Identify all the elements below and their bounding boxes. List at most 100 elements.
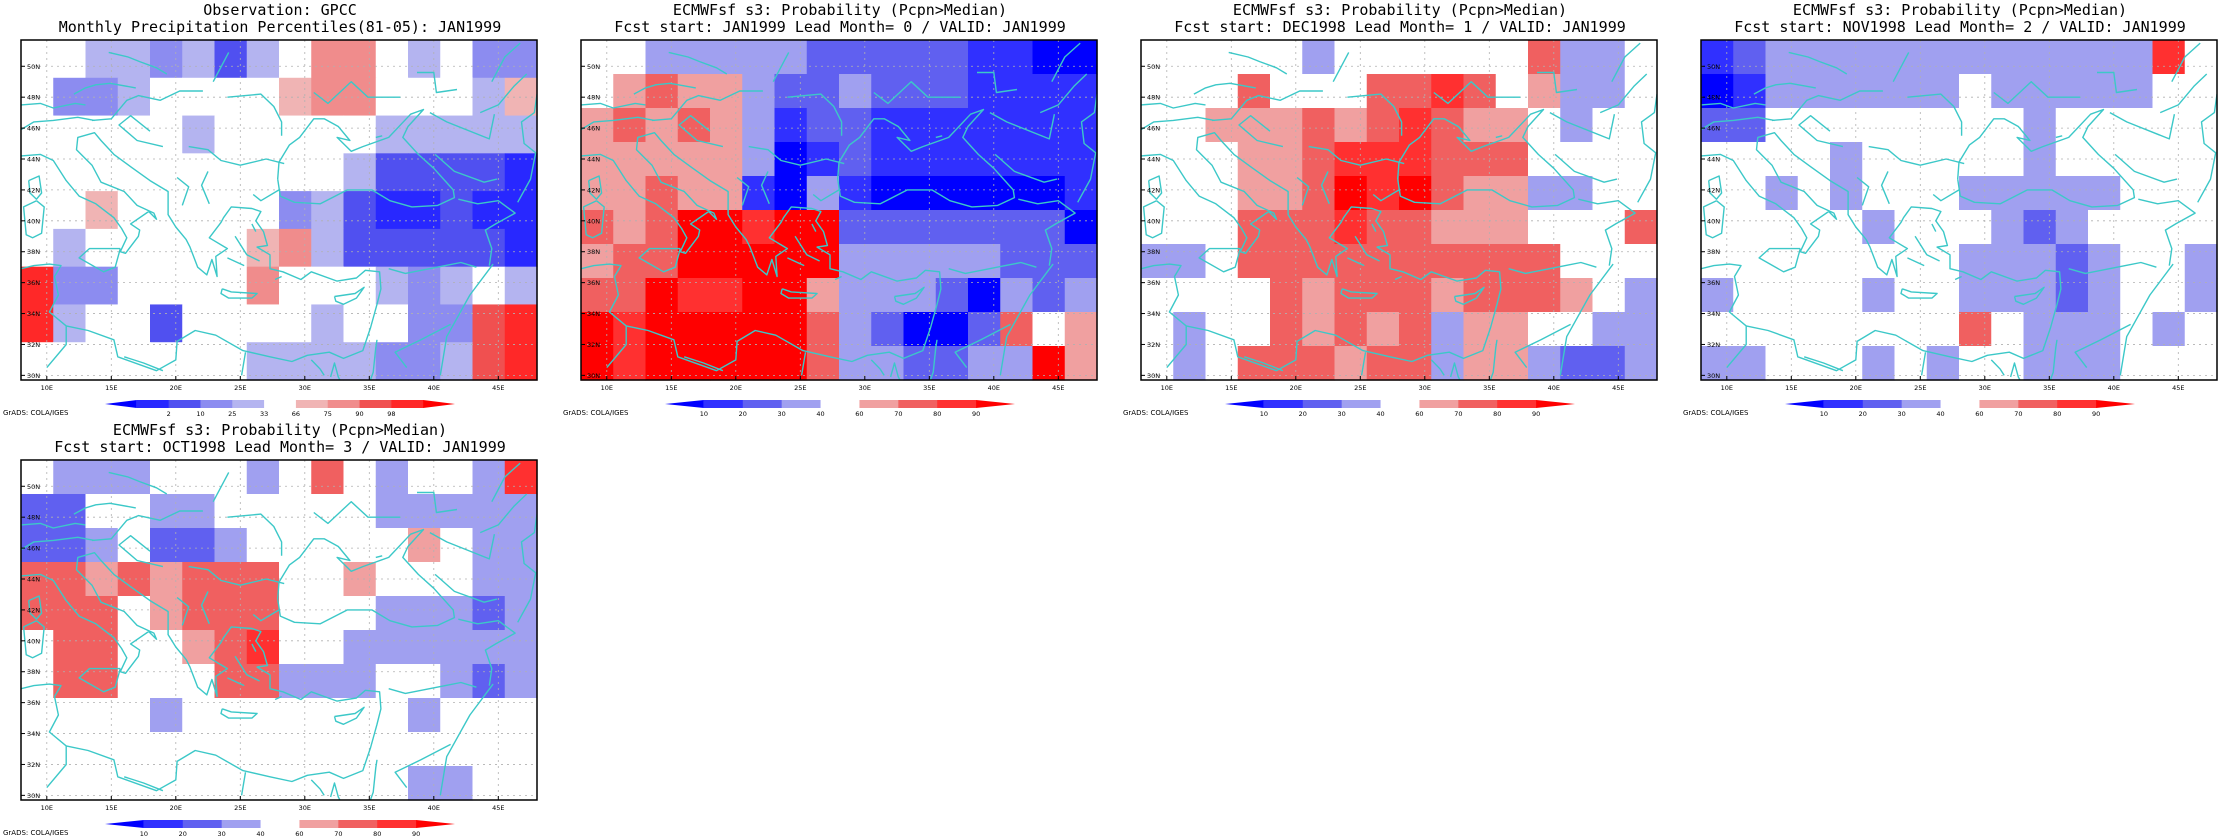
coastline	[893, 286, 925, 305]
grid-cell	[2152, 176, 2186, 211]
x-tick-label: 30E	[299, 384, 311, 392]
coastline	[2074, 323, 2131, 369]
grid-cell	[375, 630, 409, 665]
grid-cell	[1366, 40, 1400, 75]
grid-cell	[645, 176, 679, 211]
coastline	[1559, 263, 1614, 376]
grid-cell	[806, 40, 840, 75]
grid-cell	[214, 664, 248, 699]
coastline	[1514, 323, 1571, 369]
grid-cell	[1830, 278, 1863, 313]
grid-cell	[1399, 312, 1432, 347]
coastline	[1397, 108, 1576, 208]
legend-swatch	[105, 400, 137, 408]
grid-cell	[440, 342, 474, 381]
grid-cell	[21, 460, 54, 495]
coastline	[388, 261, 477, 275]
grid-cell	[2184, 312, 2218, 347]
grid-cell	[2088, 210, 2121, 245]
grid-cell	[1141, 278, 1174, 313]
grid-cell	[85, 266, 119, 306]
x-tick-label: 30E	[859, 384, 871, 392]
coastline	[1198, 247, 1241, 273]
coastline	[1920, 352, 1927, 376]
grid-cell	[1894, 278, 1928, 313]
grid-cell	[472, 266, 506, 306]
grid-cell	[214, 528, 248, 563]
coastline	[1453, 286, 1485, 305]
grid-cell	[581, 142, 614, 177]
coastline	[1726, 325, 1747, 369]
panel-forecast-lead-0: ECMWFsf s3: Probability (Pcpn>Median) Fc…	[560, 0, 1120, 420]
grid-cell	[806, 346, 840, 381]
grid-cell	[1624, 312, 1658, 347]
grid-cell	[871, 176, 905, 211]
grid-cell	[806, 278, 840, 313]
coastline	[1347, 93, 1403, 136]
coastline	[581, 116, 655, 131]
legend-label: 70	[1454, 410, 1462, 418]
grid-cell	[935, 74, 969, 109]
y-tick-label: 50N	[1147, 63, 1160, 71]
grid-cell	[1064, 312, 1098, 347]
grid-cell	[311, 228, 345, 268]
grid-cell	[1366, 278, 1400, 313]
grid-cell	[246, 266, 280, 306]
legend-label: 10	[196, 410, 204, 418]
plot-frame	[20, 39, 538, 381]
grid-cell	[677, 176, 711, 211]
grid-cell	[1894, 210, 1928, 245]
coastline	[1354, 235, 1380, 262]
grid-cell	[1797, 74, 1831, 109]
grid-cell	[774, 312, 808, 347]
coastline	[252, 189, 280, 202]
grid-cell	[935, 142, 969, 177]
coastline	[1907, 257, 1925, 267]
grid-cell	[246, 115, 280, 154]
grid-cell	[2184, 176, 2218, 211]
grid-cell	[1237, 210, 1271, 245]
legend-swatch	[742, 400, 783, 408]
coastline	[1701, 116, 1775, 131]
grid-cell	[311, 40, 345, 79]
grid-cell	[182, 698, 216, 733]
grid-cell	[440, 732, 474, 767]
grid-cell	[343, 630, 377, 665]
grid-cell	[1463, 40, 1497, 75]
grid-cell	[1463, 278, 1497, 313]
grid-cell	[1431, 210, 1465, 245]
grid-cell	[1926, 108, 1960, 143]
grid-cell	[2184, 244, 2218, 279]
y-tick-label: 30N	[27, 372, 40, 380]
grid-cell	[440, 191, 474, 230]
coastline	[458, 198, 516, 266]
coastline	[812, 189, 840, 202]
grid-cell	[806, 312, 840, 347]
grid-cell	[839, 244, 872, 279]
grid-cell	[1302, 278, 1336, 313]
grid-cell	[677, 74, 711, 109]
x-tick-label: 35E	[363, 384, 375, 392]
grid-cell	[710, 40, 743, 75]
grid-cell	[375, 596, 409, 631]
x-tick-label: 30E	[1419, 384, 1431, 392]
y-axis: 30N 32N 34N 36N 38N 40N 42N 44N 46N 48N 50N	[21, 63, 40, 380]
grid-cell	[53, 115, 87, 154]
grid-cell	[1495, 278, 1529, 313]
grid-cell	[613, 108, 647, 143]
coastline	[388, 681, 477, 695]
x-tick-label: 10E	[1161, 384, 1173, 392]
coastline	[1537, 71, 1578, 94]
coastline	[1238, 114, 1284, 148]
grid-cell	[903, 312, 937, 347]
coastline	[1611, 42, 1641, 83]
legend-label: 80	[1493, 410, 1501, 418]
x-tick-label: 15E	[1785, 384, 1797, 392]
legend-swatch	[295, 400, 329, 408]
grid-cell	[1000, 346, 1034, 381]
coastline	[369, 339, 378, 380]
grid-cell	[774, 176, 808, 211]
grid-cell	[440, 664, 474, 699]
grid-cell	[1141, 108, 1174, 143]
grid-cell	[311, 732, 345, 767]
